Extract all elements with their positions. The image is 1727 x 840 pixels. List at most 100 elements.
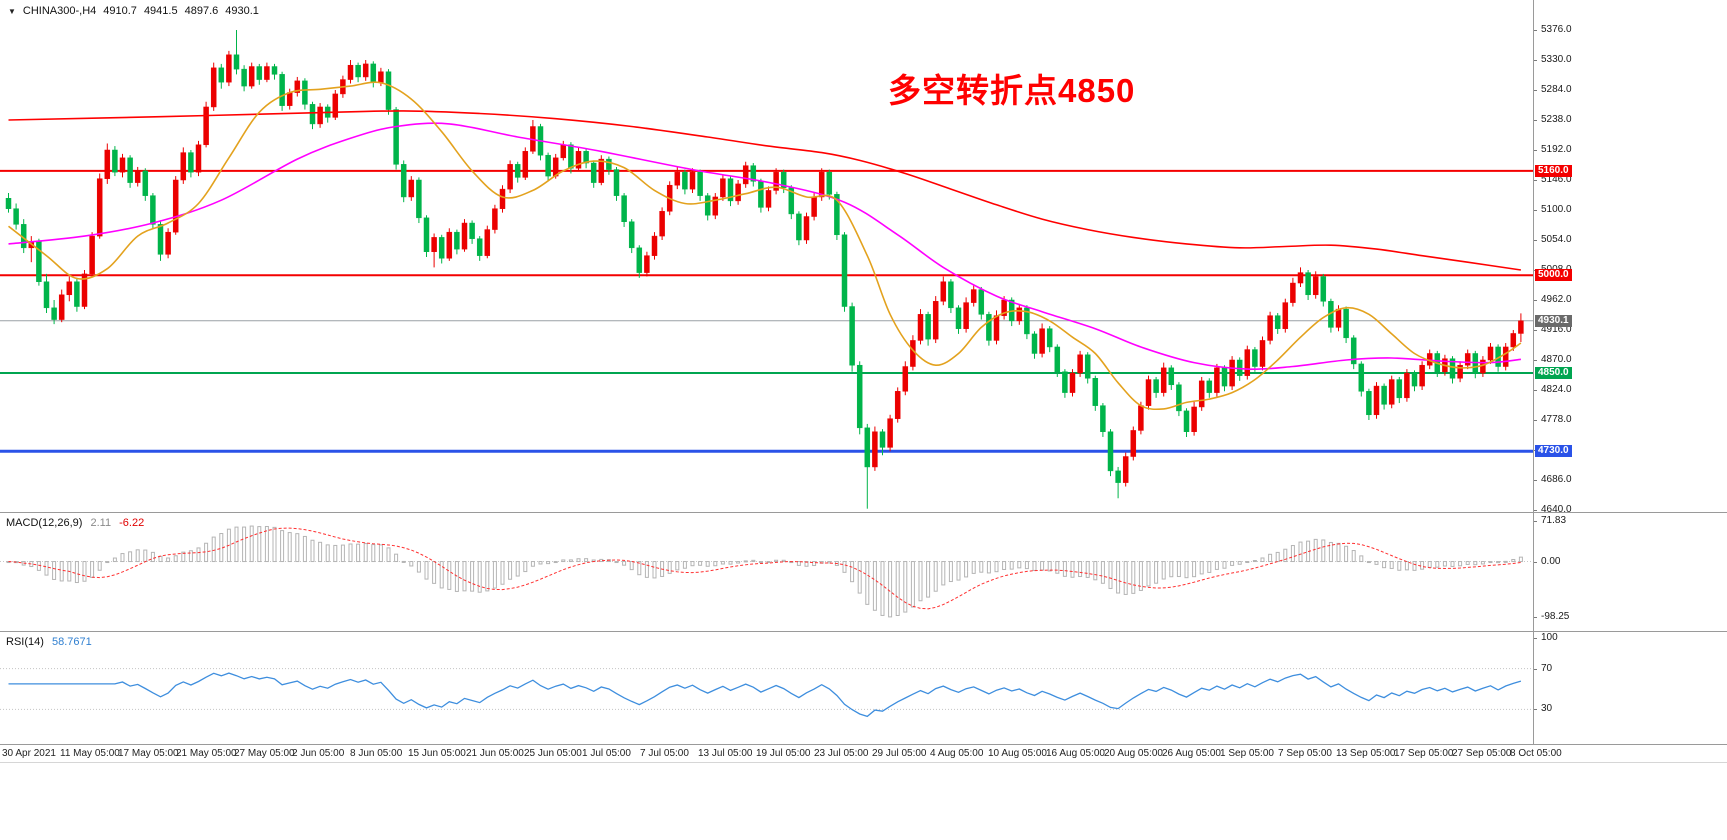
- axis-tick: [1533, 300, 1537, 301]
- chart-title: ▼ CHINA300-,H4 4910.7 4941.5 4897.6 4930…: [8, 5, 259, 17]
- axis-tick: [1533, 90, 1537, 91]
- time-tick-label: 25 Jun 05:00: [524, 748, 582, 759]
- time-tick-label: 7 Sep 05:00: [1278, 748, 1332, 759]
- axis-tick: [1533, 510, 1537, 511]
- symbol-timeframe-label: CHINA300-,H4: [22, 5, 97, 17]
- axis-tick: [1533, 617, 1537, 618]
- macd-main-value: 2.11: [90, 517, 112, 529]
- time-tick-label: 17 Sep 05:00: [1394, 748, 1454, 759]
- current-price-label: 4930.1: [1535, 314, 1572, 327]
- time-tick-label: 16 Aug 05:00: [1046, 748, 1105, 759]
- time-tick-label: 26 Aug 05:00: [1162, 748, 1221, 759]
- time-axis[interactable]: 30 Apr 2021 11 May 05:00 17 May 05:00 21 Ma…: [0, 745, 1562, 762]
- rsi-indicator-label: RSI(14) 58.7671: [6, 636, 92, 648]
- price-tick-label: 5284.0: [1541, 84, 1572, 95]
- macd-canvas[interactable]: [0, 513, 1533, 632]
- price-tick-label: 5238.0: [1541, 114, 1572, 125]
- time-tick-label: 13 Sep 05:00: [1336, 748, 1396, 759]
- time-tick-label: 23 Jul 05:00: [814, 748, 869, 759]
- axis-border: [1533, 0, 1534, 745]
- price-tick-label: 4778.0: [1541, 414, 1572, 425]
- macd-tick-label: 0.00: [1541, 555, 1561, 567]
- axis-tick: [1533, 180, 1537, 181]
- axis-tick: [1533, 390, 1537, 391]
- price-tick-label: 5192.0: [1541, 144, 1572, 155]
- symbol-marker-icon: ▼: [8, 6, 16, 16]
- time-tick-label: 11 May 05:00: [60, 748, 120, 759]
- macd-tick-label: -98.25: [1541, 611, 1570, 622]
- rsi-value: 58.7671: [51, 636, 92, 648]
- time-tick-label: 8 Jun 05:00: [350, 748, 403, 759]
- time-tick-label: 10 Aug 05:00: [988, 748, 1047, 759]
- price-tick-label: 4640.0: [1541, 504, 1572, 515]
- time-tick-label: 8 Oct 05:00: [1510, 748, 1562, 759]
- rsi-tick-label: 70: [1541, 662, 1553, 674]
- time-tick-label: 21 Jun 05:00: [466, 748, 524, 759]
- panel-separator[interactable]: [0, 744, 1727, 745]
- time-tick-label: 21 May 05:00: [176, 748, 237, 759]
- axis-tick: [1533, 330, 1537, 331]
- price-tick-label: 5146.0: [1541, 174, 1572, 185]
- axis-tick: [1533, 638, 1537, 639]
- axis-tick: [1533, 360, 1537, 361]
- price-tick-label: 4962.0: [1541, 294, 1572, 305]
- rsi-canvas[interactable]: [0, 632, 1533, 745]
- rsi-tick-label: 30: [1541, 703, 1553, 715]
- price-tick-label: 4916.0: [1541, 324, 1572, 335]
- time-tick-label: 15 Jun 05:00: [408, 748, 466, 759]
- hline-price-label: 5160.0: [1535, 164, 1572, 177]
- time-tick-label: 19 Jul 05:00: [756, 748, 811, 759]
- time-tick-label: 17 May 05:00: [118, 748, 179, 759]
- price-tick-label: 5376.0: [1541, 24, 1572, 35]
- axis-tick: [1533, 150, 1537, 151]
- price-tick-label: 5054.0: [1541, 234, 1572, 245]
- ohlc-high-value: 4941.5: [143, 5, 178, 17]
- rsi-name-label: RSI(14): [6, 636, 44, 648]
- window-bottom-divider: [0, 762, 1727, 763]
- time-tick-label: 29 Jul 05:00: [872, 748, 927, 759]
- axis-tick: [1533, 709, 1537, 711]
- axis-tick: [1533, 120, 1537, 121]
- time-tick-label: 4 Aug 05:00: [930, 748, 984, 759]
- axis-tick: [1533, 30, 1537, 31]
- axis-tick: [1533, 521, 1537, 522]
- price-tick-label: 4824.0: [1541, 384, 1572, 395]
- time-tick-label: 13 Jul 05:00: [698, 748, 753, 759]
- hline-price-label: 5000.0: [1535, 269, 1572, 282]
- candlestick-canvas[interactable]: [0, 0, 1533, 513]
- price-tick-label: 5100.0: [1541, 204, 1572, 215]
- time-tick-label: 27 Sep 05:00: [1452, 748, 1512, 759]
- price-tick-label: 4686.0: [1541, 474, 1572, 485]
- axis-tick: [1533, 240, 1537, 241]
- macd-name-label: MACD(12,26,9): [6, 517, 83, 529]
- hline-price-label: 4730.0: [1535, 445, 1572, 458]
- axis-tick: [1533, 480, 1537, 481]
- macd-indicator-label: MACD(12,26,9) 2.11 -6.22: [6, 517, 144, 529]
- rsi-tick-label: 100: [1541, 632, 1558, 643]
- time-tick-label: 2 Jun 05:00: [292, 748, 345, 759]
- price-tick-label: 5330.0: [1541, 54, 1572, 65]
- ohlc-low-value: 4897.6: [184, 5, 219, 17]
- time-tick-label: 1 Sep 05:00: [1220, 748, 1274, 759]
- time-tick-label: 30 Apr 2021: [2, 748, 56, 759]
- time-tick-label: 20 Aug 05:00: [1104, 748, 1163, 759]
- ohlc-open-value: 4910.7: [103, 5, 137, 17]
- axis-tick: [1533, 420, 1537, 421]
- axis-tick: [1533, 210, 1537, 211]
- hline-price-label: 4850.0: [1535, 367, 1572, 380]
- axis-tick: [1533, 561, 1537, 563]
- axis-tick: [1533, 60, 1537, 61]
- macd-signal-value: -6.22: [119, 517, 145, 529]
- time-tick-label: 27 May 05:00: [234, 748, 295, 759]
- axis-tick: [1533, 668, 1537, 670]
- panel-separator[interactable]: [0, 631, 1727, 632]
- price-tick-label: 4870.0: [1541, 354, 1572, 365]
- price-axis[interactable]: 5376.0 5330.0 5284.0 5238.0 5192.0 5146.0 5100…: [1533, 0, 1727, 765]
- chart-annotation-text[interactable]: 多空转折点4850: [888, 72, 1136, 109]
- time-tick-label: 1 Jul 05:00: [582, 748, 631, 759]
- ohlc-close-value: 4930.1: [225, 5, 259, 17]
- time-tick-label: 7 Jul 05:00: [640, 748, 689, 759]
- macd-tick-label: 71.83: [1541, 515, 1567, 526]
- panel-separator[interactable]: [0, 512, 1727, 513]
